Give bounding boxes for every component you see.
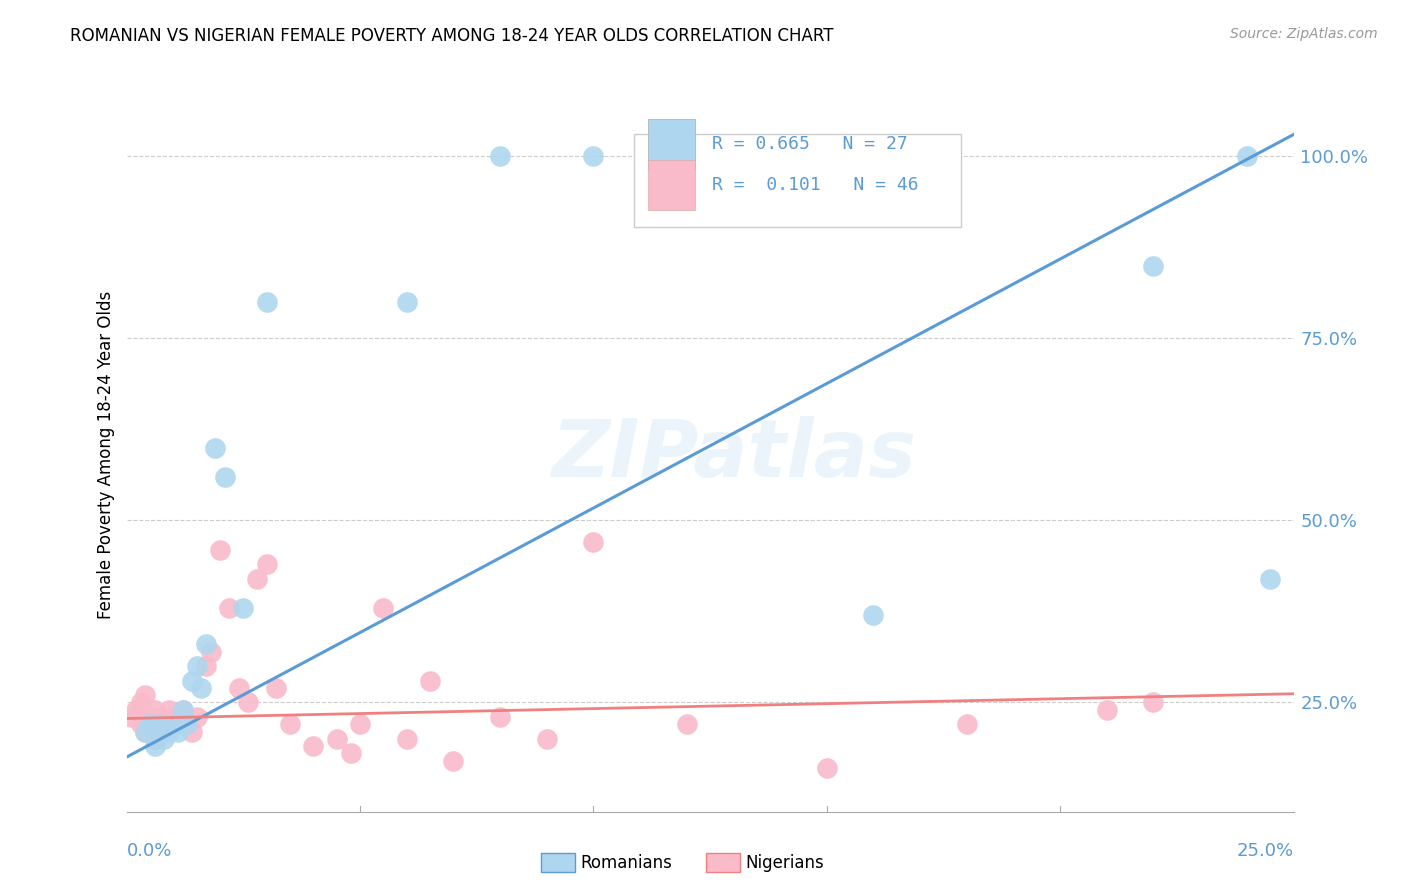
Point [419, 673, 441, 688]
Point [232, 600, 254, 615]
Point [441, 754, 464, 768]
Point [194, 659, 217, 673]
Point [489, 149, 512, 163]
Point [120, 710, 142, 724]
Point [148, 724, 170, 739]
Point [325, 731, 347, 746]
Point [256, 295, 278, 310]
Point [214, 469, 236, 483]
Text: Nigerians: Nigerians [745, 854, 824, 871]
Point [172, 703, 194, 717]
Point [204, 441, 226, 455]
Point [125, 703, 148, 717]
Point [134, 724, 156, 739]
Point [190, 681, 212, 695]
Point [134, 688, 156, 702]
Point [153, 731, 176, 746]
Point [264, 681, 287, 695]
Point [675, 717, 697, 731]
Point [153, 717, 176, 731]
Point [139, 717, 162, 731]
FancyBboxPatch shape [648, 120, 695, 169]
Point [236, 696, 259, 710]
Text: R = 0.665   N = 27: R = 0.665 N = 27 [713, 135, 908, 153]
Point [129, 696, 152, 710]
Point [862, 608, 884, 623]
Point [339, 747, 361, 761]
FancyBboxPatch shape [634, 134, 960, 227]
Point [1142, 259, 1164, 273]
Point [256, 557, 278, 571]
Point [180, 724, 202, 739]
Point [162, 710, 184, 724]
Point [228, 681, 250, 695]
Point [148, 710, 170, 724]
Point [143, 703, 166, 717]
Text: ROMANIAN VS NIGERIAN FEMALE POVERTY AMONG 18-24 YEAR OLDS CORRELATION CHART: ROMANIAN VS NIGERIAN FEMALE POVERTY AMON… [70, 27, 834, 45]
Point [167, 724, 190, 739]
Point [186, 659, 208, 673]
Point [186, 710, 208, 724]
Point [167, 717, 190, 731]
Point [1236, 149, 1258, 163]
Text: Romanians: Romanians [581, 854, 672, 871]
Point [194, 637, 217, 651]
Point [208, 542, 231, 557]
Text: 25.0%: 25.0% [1236, 842, 1294, 860]
Point [956, 717, 979, 731]
Point [157, 724, 180, 739]
Point [143, 739, 166, 754]
Point [395, 731, 418, 746]
Point [815, 761, 838, 775]
Point [489, 710, 512, 724]
Point [373, 600, 395, 615]
Text: 0.0%: 0.0% [127, 842, 172, 860]
Point [218, 600, 240, 615]
Y-axis label: Female Poverty Among 18-24 Year Olds: Female Poverty Among 18-24 Year Olds [97, 291, 115, 619]
Point [246, 572, 269, 586]
Text: Source: ZipAtlas.com: Source: ZipAtlas.com [1230, 27, 1378, 41]
Point [143, 731, 166, 746]
Point [134, 724, 156, 739]
Point [176, 717, 198, 731]
Point [143, 731, 166, 746]
Point [395, 295, 418, 310]
Point [162, 717, 184, 731]
Point [180, 673, 202, 688]
Point [148, 724, 170, 739]
Point [200, 644, 222, 658]
Point [176, 717, 198, 731]
Point [582, 535, 605, 549]
Point [278, 717, 301, 731]
Point [157, 703, 180, 717]
Point [172, 703, 194, 717]
Point [582, 149, 605, 163]
Point [1258, 572, 1281, 586]
Point [349, 717, 371, 731]
Point [1095, 703, 1118, 717]
Point [139, 710, 162, 724]
Point [139, 717, 162, 731]
Text: R =  0.101   N = 46: R = 0.101 N = 46 [713, 176, 920, 194]
Point [148, 717, 170, 731]
Point [129, 717, 152, 731]
Point [302, 739, 325, 754]
Text: ZIPatlas: ZIPatlas [551, 416, 915, 494]
FancyBboxPatch shape [648, 160, 695, 210]
Point [1142, 696, 1164, 710]
Point [536, 731, 558, 746]
